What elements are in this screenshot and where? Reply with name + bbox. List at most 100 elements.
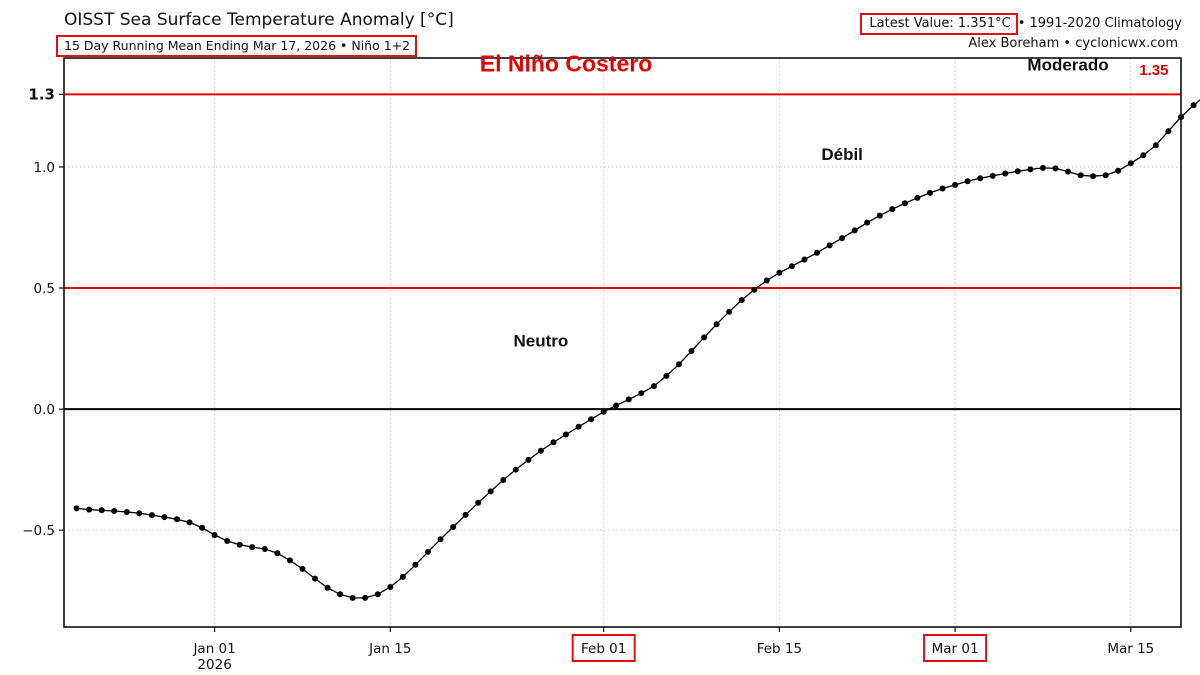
data-point — [738, 297, 745, 304]
data-point — [889, 206, 896, 213]
data-point — [249, 544, 256, 551]
data-point — [851, 227, 858, 234]
data-point — [625, 396, 632, 403]
data-point — [512, 466, 519, 473]
data-point — [1127, 160, 1134, 167]
data-point — [776, 269, 783, 276]
data-point — [688, 348, 695, 354]
data-point — [374, 591, 381, 598]
data-point — [977, 175, 984, 182]
data-point — [914, 194, 921, 201]
data-point — [362, 594, 369, 601]
data-point — [588, 416, 595, 423]
data-point — [412, 561, 419, 568]
latest-value-line: Latest Value: 1.351°C • 1991-2020 Climato… — [860, 13, 1182, 35]
data-point — [814, 249, 820, 256]
data-point — [148, 512, 155, 519]
data-point — [312, 575, 318, 582]
data-point — [1077, 172, 1084, 179]
data-point — [86, 506, 93, 513]
data-point — [525, 456, 532, 463]
y-tick-label: 0.0 — [34, 402, 55, 418]
data-point — [751, 286, 758, 293]
annotation-label: El Niño Costero — [480, 51, 653, 77]
annotation-label: Moderado — [1027, 56, 1108, 75]
data-point — [763, 277, 770, 284]
data-point — [500, 477, 507, 483]
annotation-label: Neutro — [514, 332, 569, 351]
data-point — [98, 507, 105, 514]
climatology-label: • 1991-2020 Climatology — [1017, 16, 1182, 31]
data-point — [726, 308, 733, 315]
data-point — [801, 256, 808, 263]
data-point — [111, 508, 118, 514]
y-tick-label: 1.0 — [34, 160, 55, 176]
data-point — [826, 242, 833, 249]
latest-value-badge: Latest Value: 1.351°C — [860, 13, 1018, 35]
data-point — [174, 516, 180, 523]
x-tick-label: Mar 15 — [1107, 641, 1154, 657]
data-point — [939, 185, 946, 192]
data-point — [575, 423, 582, 430]
data-point — [299, 565, 306, 572]
x-tick-label: Jan 01 — [192, 641, 235, 657]
data-point — [1002, 170, 1009, 177]
y-tick-label: 0.5 — [34, 281, 55, 297]
data-point — [1027, 166, 1034, 173]
data-point — [437, 536, 444, 543]
data-point — [638, 390, 645, 397]
data-point — [876, 212, 883, 219]
data-point — [1190, 102, 1197, 109]
data-point — [1152, 142, 1159, 149]
data-point — [1140, 152, 1147, 159]
plot-frame — [63, 57, 1182, 628]
data-point — [199, 524, 206, 531]
data-point — [788, 263, 795, 270]
data-point — [73, 505, 80, 512]
data-point — [186, 519, 193, 526]
data-point — [487, 488, 494, 495]
data-point — [663, 372, 670, 379]
data-point — [927, 189, 933, 196]
data-point — [324, 584, 331, 591]
data-point — [136, 510, 143, 517]
data-point — [964, 178, 971, 185]
chart-subtitle: 15 Day Running Mean Ending Mar 17, 2026 … — [56, 35, 418, 57]
data-point — [864, 219, 871, 226]
data-point — [349, 594, 356, 601]
x-tick-label: Mar 01 — [932, 641, 979, 657]
data-point — [236, 541, 243, 548]
series-line — [76, 99, 1200, 599]
x-tick-label: Jan 15 — [368, 641, 411, 657]
data-point — [387, 584, 394, 590]
data-point — [537, 447, 544, 454]
data-point — [261, 546, 268, 552]
x-tick-highlight-box — [571, 634, 636, 662]
data-point — [613, 402, 620, 409]
latest-value-label: 1.35 — [1139, 62, 1168, 79]
data-point — [425, 548, 431, 555]
data-point — [713, 321, 720, 328]
data-point — [450, 524, 457, 530]
data-point — [1165, 128, 1172, 135]
data-point — [901, 200, 908, 207]
data-point — [224, 538, 231, 544]
y-tick-label: 1.3 — [28, 85, 55, 103]
x-tick-highlight-box — [923, 634, 988, 662]
data-point — [1065, 168, 1071, 175]
data-point — [701, 334, 708, 341]
data-point — [676, 361, 682, 368]
y-tick-label: −0.5 — [22, 523, 55, 539]
data-point — [475, 499, 482, 506]
x-tick-year-label: 2026 — [197, 657, 231, 673]
data-point — [563, 431, 569, 438]
data-point — [337, 591, 344, 598]
data-point — [600, 408, 607, 415]
x-tick-label: Feb 01 — [581, 641, 626, 657]
data-point — [989, 172, 996, 179]
data-point — [123, 509, 130, 515]
data-point — [952, 181, 959, 188]
data-point — [1039, 164, 1046, 171]
chart-title: OISST Sea Surface Temperature Anomaly [°… — [64, 10, 454, 30]
